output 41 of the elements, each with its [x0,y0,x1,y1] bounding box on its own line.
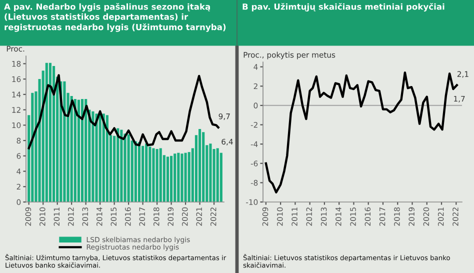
bar [84,99,88,202]
bar [124,134,126,202]
bar [134,141,137,202]
bar [31,92,34,202]
chart-title: B pav. Užimtųjų skaičiaus metiniai pokyčiai [242,3,444,12]
bar [92,111,94,202]
bar [202,132,205,202]
bar [120,130,123,202]
bar [63,81,66,202]
bar [156,148,158,202]
bar [77,100,80,202]
bar [177,152,180,202]
bar [52,66,56,202]
bar [152,148,155,202]
bar [98,114,102,202]
bar [209,144,212,202]
bar [174,154,176,202]
bar [138,142,141,202]
bar [184,152,187,202]
bar [74,99,76,202]
chart-title: A pav. Nedarbo lygis pašalinus sezono įtaką (Lietuvos statistikos departamentas) ir registruotas nedarbo lygis (Užimtumo tarnyba) [4,3,226,32]
bar [166,156,170,202]
bar [148,146,152,202]
bar [198,129,202,202]
bar [70,96,73,202]
bar [159,148,162,202]
bar [216,148,219,202]
bar [145,144,148,202]
bar [48,62,52,202]
bar [170,156,173,202]
bar [102,114,105,202]
line-series [28,74,220,150]
bar [127,134,130,202]
bar [180,154,184,202]
bar [95,114,98,202]
bar [188,152,190,202]
bar [142,146,144,202]
bar [106,115,108,202]
bar [45,62,48,202]
bar [116,128,120,202]
bar [80,99,84,202]
